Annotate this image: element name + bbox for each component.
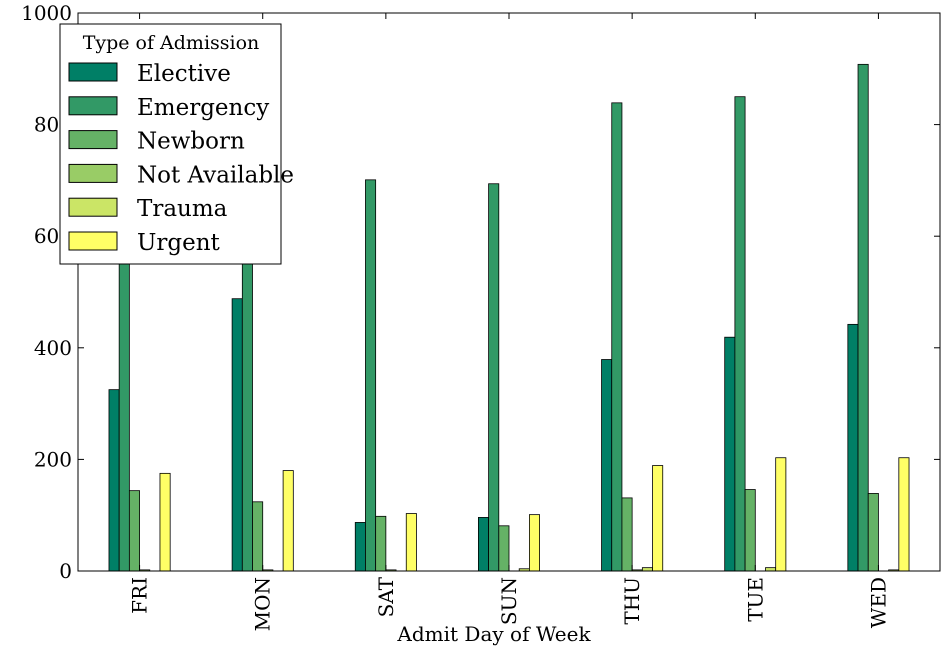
bar-newborn-fri xyxy=(128,490,140,572)
bar-newborn-tue xyxy=(744,489,756,572)
x-tick-label-thu: THU xyxy=(620,577,644,625)
y-tick-label: 1000 xyxy=(21,1,72,25)
x-tick-label-tue: TUE xyxy=(743,577,767,622)
legend-swatch-not-available xyxy=(68,163,118,183)
bar-emergency-fri xyxy=(118,235,130,572)
bar-elective-wed xyxy=(847,323,859,572)
x-tick-label-fri: FRI xyxy=(128,577,152,614)
bar-elective-fri xyxy=(108,389,120,572)
bar-newborn-sun xyxy=(498,525,510,572)
bar-newborn-mon xyxy=(252,501,264,572)
y-tick-label: 400 xyxy=(34,336,72,360)
bar-urgent-wed xyxy=(898,457,910,572)
y-tick-label: 0 xyxy=(59,559,72,583)
bar-newborn-sat xyxy=(375,515,387,572)
legend-swatch-trauma xyxy=(68,197,118,217)
x-tick-label-sun: SUN xyxy=(497,577,521,625)
legend-swatch-newborn xyxy=(68,130,118,150)
y-tick-label: 200 xyxy=(34,447,72,471)
bar-elective-mon xyxy=(231,298,243,572)
bar-elective-tue xyxy=(724,336,736,572)
bar-emergency-wed xyxy=(857,63,869,572)
bar-emergency-sun xyxy=(488,183,500,572)
x-tick-label-sat: SAT xyxy=(374,576,398,617)
x-axis: FRI MON SAT SUN THU TUE WED xyxy=(128,13,890,631)
legend-label-not-available: Not Available xyxy=(137,162,294,188)
bar-newborn-thu xyxy=(621,497,633,572)
bar-trauma-thu xyxy=(641,567,653,572)
x-tick-label-wed: WED xyxy=(866,577,890,628)
x-tick-label-mon: MON xyxy=(251,577,275,631)
legend-swatch-emergency xyxy=(68,96,118,116)
legend-label-trauma: Trauma xyxy=(137,196,228,222)
bar-elective-thu xyxy=(601,359,613,572)
bar-trauma-tue xyxy=(765,567,777,572)
legend-swatch-urgent xyxy=(68,231,118,251)
legend-label-elective: Elective xyxy=(137,61,231,87)
bar-urgent-thu xyxy=(652,465,664,572)
legend-title: Type of Admission xyxy=(83,32,260,54)
legend: Type of Admission Elective Emergency Newbo… xyxy=(59,23,294,265)
bar-urgent-tue xyxy=(775,457,787,572)
bar-urgent-fri xyxy=(159,472,171,572)
legend-label-urgent: Urgent xyxy=(137,230,221,256)
bar-urgent-mon xyxy=(282,470,294,572)
x-axis-label: Admit Day of Week xyxy=(396,622,591,646)
bar-elective-sun xyxy=(477,517,489,572)
legend-label-newborn: Newborn xyxy=(137,129,245,155)
bar-emergency-mon xyxy=(241,235,253,572)
legend-entries: Elective Emergency Newborn Not Available Tra… xyxy=(68,61,294,256)
legend-label-emergency: Emergency xyxy=(137,95,269,121)
bar-urgent-sun xyxy=(529,514,541,572)
bar-emergency-tue xyxy=(734,96,746,572)
bar-elective-sat xyxy=(354,522,366,572)
bar-emergency-sat xyxy=(365,179,377,572)
legend-swatch-elective xyxy=(68,62,118,82)
bar-emergency-thu xyxy=(611,102,623,572)
bar-newborn-wed xyxy=(867,493,879,572)
bar-urgent-sat xyxy=(405,513,417,572)
